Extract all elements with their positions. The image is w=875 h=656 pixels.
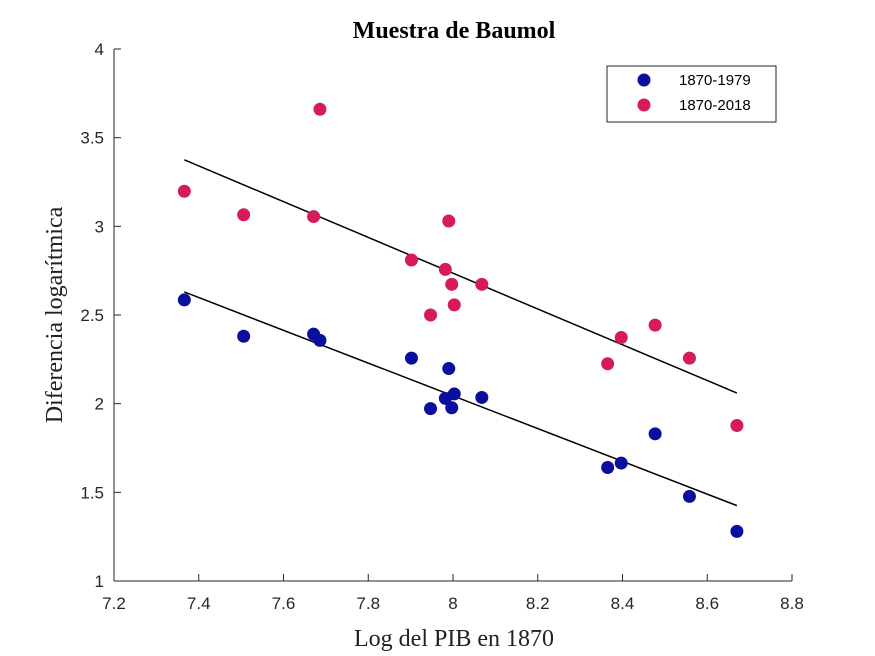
- data-point-1870-2018: [601, 357, 615, 371]
- trend-line-1870-1979: [184, 291, 738, 507]
- y-tick-label: 3.5: [80, 129, 104, 148]
- y-axis-label: Diferencia logarítmica: [42, 206, 68, 423]
- x-tick-label: 7.2: [102, 594, 126, 613]
- data-point-1870-1979: [614, 456, 628, 470]
- data-point-1870-2018: [682, 351, 696, 365]
- y-tick-label: 2.5: [80, 306, 104, 325]
- data-point-1870-2018: [442, 214, 456, 228]
- data-point-1870-2018: [404, 253, 418, 267]
- data-point-1870-1979: [447, 387, 461, 401]
- data-point-1870-2018: [730, 418, 744, 432]
- data-point-1870-1979: [404, 351, 418, 365]
- legend-box: [606, 65, 777, 123]
- data-point-1870-1979: [730, 524, 744, 538]
- x-tick-label: 8.6: [695, 594, 719, 613]
- data-point-1870-1979: [601, 461, 615, 475]
- data-point-1870-1979: [445, 401, 459, 415]
- x-tick-label: 8.8: [780, 594, 804, 613]
- data-point-1870-2018: [237, 208, 251, 222]
- legend-label-1870-2018: 1870-2018: [679, 97, 751, 114]
- y-tick-label: 1.5: [80, 483, 104, 502]
- data-point-1870-2018: [177, 184, 191, 198]
- data-point-1870-1979: [424, 402, 438, 416]
- x-tick-label: 8.2: [526, 594, 550, 613]
- data-point-1870-1979: [682, 489, 696, 503]
- data-point-1870-2018: [445, 277, 459, 291]
- data-point-1870-1979: [237, 329, 251, 343]
- x-tick-label: 7.6: [272, 594, 296, 613]
- chart-title: Muestra de Baumol: [353, 18, 556, 44]
- legend-marker-1870-2018: [637, 98, 651, 112]
- data-point-1870-2018: [614, 331, 628, 345]
- legend: 1870-1979 1870-2018: [606, 65, 777, 123]
- data-point-1870-1979: [177, 293, 191, 307]
- data-point-1870-2018: [475, 277, 489, 291]
- trend-line-1870-2018: [184, 159, 738, 394]
- data-points: [177, 102, 744, 538]
- data-point-1870-2018: [648, 318, 662, 332]
- legend-label-1870-1979: 1870-1979: [679, 72, 751, 89]
- data-point-1870-2018: [307, 210, 321, 224]
- y-tick-label: 2: [95, 395, 104, 414]
- x-axis-label: Log del PIB en 1870: [354, 626, 554, 652]
- trend-lines: [184, 159, 738, 507]
- y-tick-label: 4: [95, 40, 104, 59]
- x-tick-label: 7.8: [356, 594, 380, 613]
- data-point-1870-1979: [648, 427, 662, 441]
- data-point-1870-1979: [475, 390, 489, 404]
- x-tick-label: 8: [448, 594, 457, 613]
- data-point-1870-2018: [438, 262, 452, 276]
- data-point-1870-1979: [313, 333, 327, 347]
- y-tick-label: 3: [95, 217, 104, 236]
- axis-ticks: 7.2 7.4 7.6 7.8 8 8.2 8.4 8.6 8.8 1 1.5 2 2.5 3 3.5 4: [80, 40, 803, 613]
- x-tick-label: 7.4: [187, 594, 211, 613]
- data-point-1870-2018: [313, 102, 327, 116]
- data-point-1870-2018: [424, 308, 438, 322]
- data-point-1870-1979: [442, 362, 456, 376]
- legend-marker-1870-1979: [637, 73, 651, 87]
- x-tick-label: 8.4: [611, 594, 635, 613]
- data-point-1870-2018: [447, 298, 461, 312]
- y-tick-label: 1: [95, 572, 104, 591]
